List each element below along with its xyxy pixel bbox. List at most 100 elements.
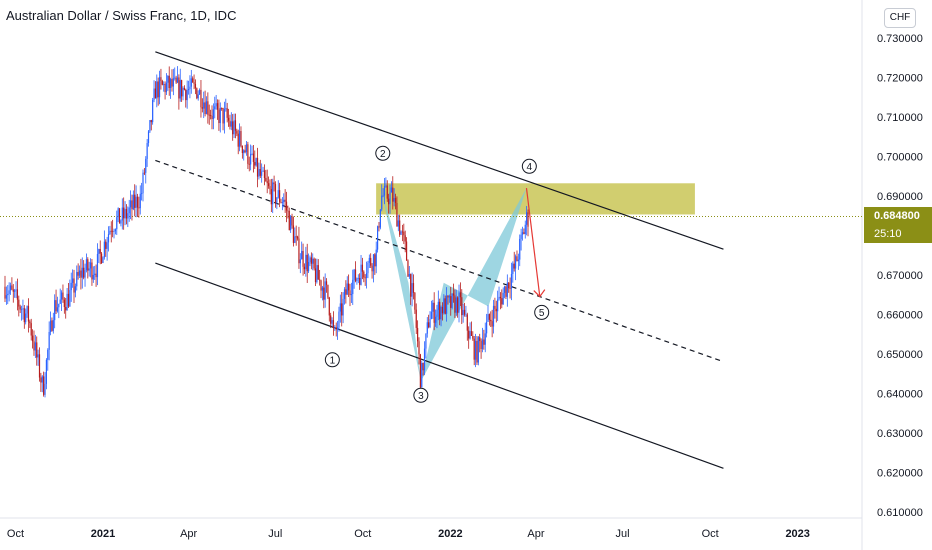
- candle-body: [450, 296, 452, 308]
- candle-body: [404, 235, 406, 242]
- candle: [377, 225, 379, 253]
- candle-body: [121, 207, 123, 221]
- candle-body: [465, 314, 467, 316]
- candle-body: [283, 199, 285, 203]
- candle: [403, 223, 405, 245]
- y-tick-label: 0.610000: [877, 507, 923, 519]
- candle: [16, 278, 19, 311]
- x-tick-label: Oct: [354, 528, 371, 540]
- candle-body: [434, 316, 437, 323]
- candle: [428, 314, 430, 329]
- candle-body: [152, 100, 154, 123]
- candle-body: [33, 341, 35, 351]
- candle: [210, 109, 212, 120]
- candle-body: [492, 305, 495, 327]
- candle: [360, 254, 362, 286]
- candle: [426, 317, 428, 338]
- candle-body: [353, 269, 355, 280]
- candle-body: [270, 189, 272, 205]
- candle-body: [439, 301, 441, 320]
- candle: [123, 197, 125, 230]
- candle-body: [145, 158, 147, 173]
- candle-body: [481, 339, 484, 350]
- candle-body: [92, 274, 94, 280]
- currency-button[interactable]: CHF: [884, 8, 916, 28]
- candle: [128, 199, 130, 222]
- candle-body: [139, 193, 141, 209]
- candle-body: [67, 293, 70, 307]
- candle-body: [48, 331, 50, 350]
- candle: [368, 254, 370, 268]
- candle: [491, 309, 493, 338]
- candle: [436, 304, 438, 329]
- candle: [216, 99, 219, 120]
- candle: [408, 266, 410, 279]
- candle-body: [298, 238, 300, 264]
- candle-body: [520, 234, 522, 239]
- candle-body: [72, 278, 74, 283]
- candle: [394, 193, 397, 210]
- candle-body: [258, 169, 260, 177]
- candle: [457, 296, 459, 318]
- candle-body: [419, 354, 421, 388]
- candle-body: [8, 290, 10, 294]
- wave-label-circle: [413, 387, 429, 403]
- candle-body: [350, 294, 352, 296]
- upper-channel-line: [155, 51, 724, 250]
- candle: [143, 168, 145, 176]
- wave-label-circle: [521, 158, 537, 174]
- candle-body: [178, 77, 180, 99]
- middle-channel-line: [155, 159, 724, 363]
- candle: [103, 230, 105, 260]
- candle-body: [16, 289, 19, 300]
- candle: [273, 175, 275, 192]
- candle: [34, 334, 36, 358]
- candle: [118, 208, 121, 224]
- candle-body: [101, 253, 103, 263]
- candle: [470, 321, 473, 336]
- candle-body: [94, 273, 96, 275]
- candle-body: [30, 323, 32, 336]
- candle-body: [55, 300, 57, 312]
- y-tick-label: 0.660000: [877, 309, 923, 321]
- candle-body: [245, 144, 248, 153]
- candle-body: [510, 273, 513, 289]
- candle-body: [54, 300, 56, 321]
- candle-body: [255, 158, 257, 166]
- candle-body: [182, 87, 184, 97]
- candle-body: [305, 254, 307, 270]
- candle: [303, 263, 306, 275]
- candle-body: [386, 185, 388, 199]
- candle: [397, 214, 399, 232]
- candle: [38, 347, 41, 382]
- candle-body: [339, 303, 341, 312]
- candle: [102, 256, 104, 264]
- candle-body: [501, 298, 503, 305]
- candle: [150, 119, 152, 131]
- candle-body: [19, 306, 21, 310]
- candles-group: [4, 66, 529, 398]
- candle: [255, 157, 257, 167]
- y-tick-label: 0.730000: [877, 33, 923, 45]
- candle: [523, 228, 525, 235]
- candle-body: [181, 80, 183, 97]
- lower-channel-line: [155, 262, 724, 469]
- candle-body: [459, 292, 461, 298]
- wave-label-circle: [375, 145, 391, 161]
- candle-body: [208, 114, 210, 116]
- candle: [261, 163, 263, 183]
- candle: [356, 277, 358, 285]
- candle: [207, 92, 209, 124]
- candle: [153, 80, 155, 103]
- candle: [81, 257, 83, 289]
- candle-body: [323, 287, 325, 300]
- candle-body: [240, 131, 242, 146]
- candle: [314, 258, 317, 287]
- candle: [410, 273, 412, 305]
- candle-body: [123, 207, 125, 219]
- candle: [254, 150, 256, 169]
- candle-body: [256, 158, 259, 177]
- candle: [466, 312, 468, 341]
- candle-body: [346, 283, 348, 295]
